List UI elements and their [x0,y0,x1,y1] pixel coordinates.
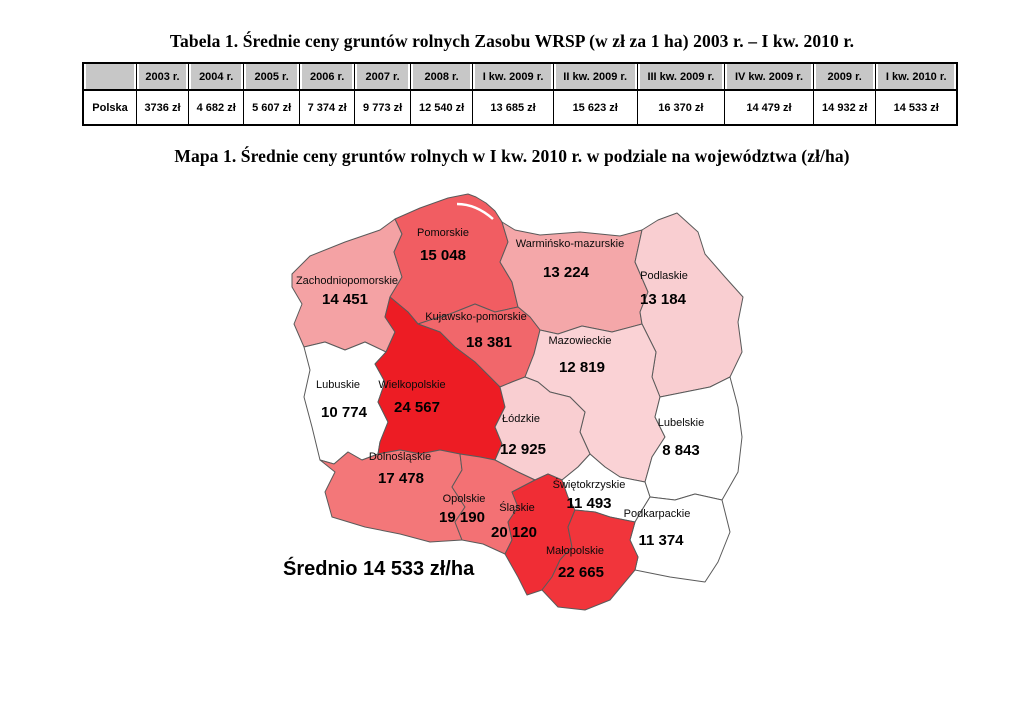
region-shape-malopolskie [541,509,639,611]
column-header: 2003 r. [136,62,189,91]
table-corner-cell [82,62,137,91]
region-shape-lubuskie [303,341,389,465]
poland-voivodeships-map: Zachodniopomorskie 14 451 Pomorskie 15 048 W… [291,193,744,611]
region-name-label: Łódzkie [502,413,540,425]
region-name-label: Zachodniopomorskie [296,275,398,287]
table-data-row: Polska 3736 zł 4 682 zł 5 607 zł 7 374 zł 9 7… [82,89,958,126]
price-cell: 12 540 zł [409,89,474,126]
price-cell: 5 607 zł [243,89,300,126]
region-value-label: 22 665 [558,564,604,581]
region-value-label: 15 048 [420,247,466,264]
region-value-label: 8 843 [662,442,700,459]
table-header-row: 2003 r. 2004 r. 2005 r. 2006 r. 2007 r. 2008 … [82,62,958,91]
region-name-label: Śląskie [499,501,534,514]
region-value-label: 19 190 [439,509,485,526]
table-title: Tabela 1. Średnie ceny gruntów rolnych Z… [169,31,855,51]
column-header: 2005 r. [243,62,300,91]
region-name-label: Małopolskie [546,545,604,557]
region-value-label: 12 819 [559,359,605,376]
column-header: 2009 r. [812,62,877,91]
region-name-label: Lubelskie [658,417,704,429]
region-value-label: 11 493 [566,495,611,512]
region-value-label: 13 184 [640,291,687,308]
region-value-label: 10 774 [321,404,368,421]
price-cell: 16 370 zł [636,89,726,126]
column-header: III kw. 2009 r. [636,62,726,91]
column-header: II kw. 2009 r. [552,62,638,91]
row-header-polska: Polska [82,89,137,126]
column-header: 2006 r. [298,62,356,91]
region-value-label: 12 925 [500,441,546,458]
column-header: 2007 r. [354,62,411,91]
price-cell: 7 374 zł [298,89,356,126]
column-header: IV kw. 2009 r. [724,62,814,91]
column-header: 2008 r. [409,62,474,91]
price-cell: 3736 zł [136,89,189,126]
region-name-label: Lubuskie [316,379,360,391]
price-cell: 4 682 zł [187,89,245,126]
region-name-label: Podkarpackie [624,508,691,520]
region-value-label: 14 451 [322,291,368,308]
price-cell: 15 623 zł [552,89,638,126]
region-value-label: 13 224 [543,264,590,281]
map-title: Mapa 1. Średnie ceny gruntów rolnych w I… [174,146,850,166]
column-header: I kw. 2010 r. [875,62,958,91]
column-header: 2004 r. [187,62,245,91]
region-value-label: 18 381 [466,334,512,351]
region-value-label: 24 567 [394,399,440,416]
region-name-label: Mazowieckie [549,335,612,347]
price-cell: 14 479 zł [724,89,814,126]
region-value-label: 11 374 [638,532,684,549]
price-cell: 14 533 zł [875,89,958,126]
region-name-label: Wielkopolskie [378,379,445,391]
region-shape-dolnoslaskie [319,449,466,543]
column-header: I kw. 2009 r. [472,62,554,91]
price-cell: 13 685 zł [472,89,554,126]
hel-bay-detail [456,202,494,220]
price-cell: 9 773 zł [354,89,411,126]
region-name-label: Kujawsko-pomorskie [425,311,526,323]
region-name-label: Dolnośląskie [369,451,431,463]
region-name-label: Pomorskie [417,227,469,239]
region-name-label: Świętokrzyskie [553,478,626,491]
average-price-label: Średnio 14 533 zł/ha [283,558,475,580]
price-cell: 14 932 zł [812,89,877,126]
region-name-label: Opolskie [443,493,486,505]
region-value-label: 20 120 [491,524,537,541]
region-name-label: Warmińsko-mazurskie [516,238,624,250]
region-value-label: 17 478 [378,470,424,487]
region-name-label: Podlaskie [640,270,688,282]
price-table: 2003 r. 2004 r. 2005 r. 2006 r. 2007 r. 2008 … [82,62,958,126]
